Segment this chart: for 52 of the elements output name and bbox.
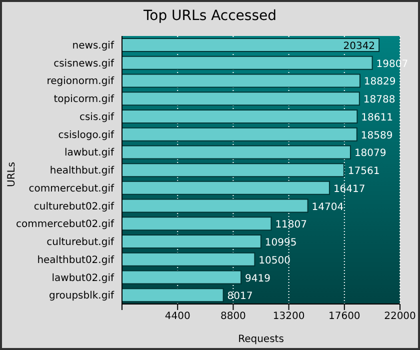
- y-tick-label: commercebut.gif: [28, 183, 114, 194]
- data-label: 18829: [364, 76, 396, 88]
- y-tick-label: news.gif: [72, 40, 114, 52]
- data-label: 18589: [360, 130, 393, 142]
- bar: [122, 145, 351, 160]
- bar: [122, 216, 272, 231]
- y-axis-title: URLs: [6, 162, 18, 187]
- data-label: 20342: [343, 41, 376, 52]
- bar: [122, 109, 358, 124]
- x-tick-label: 13200: [272, 311, 305, 322]
- y-tick-label: csislogo.gif: [58, 130, 114, 141]
- x-tick-label: 22000: [384, 311, 416, 322]
- bar: [122, 288, 224, 302]
- bar: [122, 270, 242, 284]
- x-tick-label: 8800: [220, 311, 246, 322]
- y-tick-label: culturebut.gif: [46, 237, 114, 248]
- y-tick-label: culturebut02.gif: [34, 201, 114, 212]
- y-tick-label: lawbut.gif: [64, 148, 114, 159]
- data-label: 18788: [363, 94, 396, 106]
- bar: [122, 234, 262, 249]
- data-label: 9419: [245, 273, 270, 284]
- y-tick-label: lawbut02.gif: [52, 272, 114, 284]
- data-label: 16417: [333, 184, 366, 195]
- y-tick-label: regionorm.gif: [46, 76, 114, 88]
- bar: [122, 127, 358, 142]
- x-axis-title: Requests: [238, 334, 284, 345]
- bar: [122, 198, 308, 213]
- data-label: 11807: [275, 220, 308, 231]
- data-label: 18079: [354, 148, 386, 160]
- data-label: 8017: [227, 291, 253, 302]
- data-label: 17561: [348, 166, 380, 178]
- y-tick-label: topicorm.gif: [54, 94, 114, 106]
- bar: [122, 38, 380, 52]
- chart-title: Top URLs Accessed: [142, 8, 278, 24]
- x-tick-label: 17600: [328, 311, 360, 322]
- data-label: 10995: [264, 238, 297, 249]
- data-label: 10500: [258, 255, 290, 266]
- bar: [122, 163, 344, 178]
- y-tick-label: commercebut02.gif: [16, 219, 114, 230]
- y-tick-label: groupsblk.gif: [49, 290, 114, 302]
- bar: [122, 92, 360, 106]
- bar: [122, 252, 256, 266]
- data-label: 18611: [361, 112, 393, 124]
- y-tick-label: healthbut.gif: [50, 166, 114, 177]
- data-label: 14704: [312, 202, 344, 213]
- y-tick-label: healthbut02.gif: [37, 254, 114, 266]
- x-tick-label: 4400: [164, 311, 190, 322]
- bar: [122, 180, 330, 195]
- bar: [122, 74, 360, 88]
- y-tick-label: csis.gif: [79, 112, 114, 123]
- bar: [122, 56, 373, 70]
- y-tick-label: csisnews.gif: [54, 58, 114, 70]
